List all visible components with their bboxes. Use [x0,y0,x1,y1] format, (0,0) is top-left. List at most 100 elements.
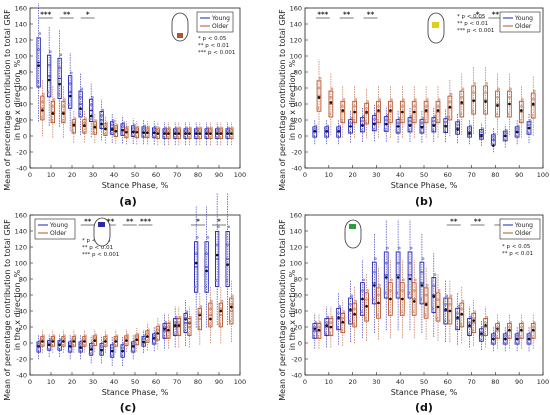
data-point [373,118,376,121]
data-point [126,333,129,337]
data-point [104,337,107,341]
data-point [317,325,321,329]
data-point [423,313,427,317]
data-point [58,341,61,345]
mean-point [215,132,219,135]
y-tick-label: 0 [23,340,27,348]
legend-c-young: Young [49,222,68,229]
data-point [324,134,327,138]
x-tick-label: 50 [420,378,428,386]
data-point [197,136,200,139]
data-point [490,142,494,146]
ylabel-d-line1: Mean of percentage contribution to total… [278,219,287,401]
mean-point [230,132,233,135]
legend-b: Young Older [499,11,541,33]
data-point [183,329,186,332]
data-point [198,312,202,315]
data-point [409,246,413,250]
x-tick-label: 90 [515,378,523,386]
data-point [100,114,103,117]
y-tick-label: 80 [294,69,302,77]
data-point [120,354,123,358]
data-point [99,125,102,128]
data-point [350,294,353,298]
data-point [204,285,207,288]
data-point [80,87,84,91]
y-tick-label: 40 [19,101,27,109]
data-point [312,335,315,338]
data-point [199,126,203,130]
mean-point [47,78,51,82]
panel-label-d: (d) [415,401,433,414]
data-point [459,322,462,326]
data-point [163,129,166,133]
y-tick-label: 60 [294,85,302,93]
data-point [328,112,331,116]
foot-icon-a [171,12,189,42]
mean-point [492,337,495,341]
y-tick-label: 160 [290,212,302,220]
data-point [144,339,148,343]
data-point [37,343,40,346]
data-point [478,136,482,140]
x-tick-label: 10 [325,378,333,386]
data-point [467,134,470,138]
mean-point [167,328,170,332]
data-point [443,319,446,323]
data-point [432,284,436,288]
x-tick-label: 20 [68,378,76,386]
data-point [165,136,169,139]
data-point [83,337,86,341]
mean-point [400,110,404,114]
data-point [455,326,458,329]
data-point [352,322,355,326]
mean-point [62,340,65,343]
mean-point [448,105,452,109]
data-point [354,98,358,101]
ylabel-b-line1: Mean of percentage contribution to total… [278,9,287,191]
data-point [457,119,461,122]
data-point [448,303,452,306]
data-point [378,98,381,101]
data-point [39,343,43,347]
data-point [105,334,108,338]
data-point [122,121,126,125]
y-tick-label: 120 [15,37,27,45]
y-tick-label: -40 [291,165,302,173]
data-point [336,134,339,138]
mean-point [373,122,376,126]
data-point [473,82,477,85]
data-point [49,50,52,53]
data-point [472,316,475,320]
data-point [113,134,116,137]
foot-icon-d [344,219,362,249]
data-point [131,127,135,130]
mean-point [408,277,412,281]
y-tick-label: 20 [19,324,27,332]
data-point [354,299,358,303]
data-point [420,270,424,274]
data-point [210,126,213,130]
data-point [94,119,98,122]
data-point [414,278,417,282]
data-point [126,125,129,129]
mean-point [104,340,107,343]
data-point [114,337,118,341]
mean-point [114,129,118,133]
data-point [361,289,364,292]
foot-region-toes-d [349,224,356,229]
mean-point [37,344,40,348]
data-point [133,123,136,127]
y-tick-label: 160 [15,5,27,13]
mean-point [353,312,356,316]
data-point [424,105,428,108]
data-point [435,119,439,122]
mean-point [412,300,416,303]
ylabel-c-line1: Mean of percentage contribution to total… [3,219,12,401]
data-point [47,63,51,67]
data-point [531,325,535,329]
data-point [94,333,98,337]
mean-point [317,96,321,99]
y-tick-label: -40 [16,372,27,380]
data-point [444,120,447,124]
